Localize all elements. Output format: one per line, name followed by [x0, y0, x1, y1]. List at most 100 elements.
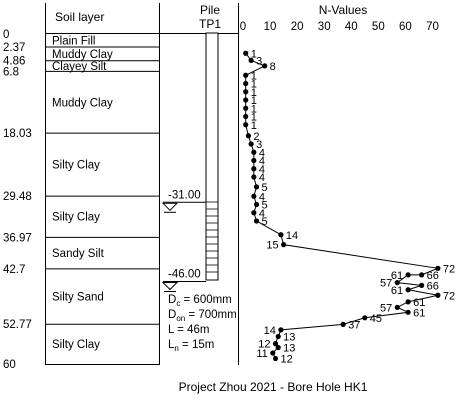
n-value-label: 5	[262, 216, 268, 228]
n-axis-tick-label: 20	[291, 21, 304, 33]
layer-name: Sandy Silt	[52, 248, 105, 260]
depth-axis-labels: 02.37 4.866.8 18.03 29.48 36.97 42.7 52.77 60	[3, 29, 32, 371]
n-value-point	[251, 166, 257, 172]
n-value-point	[243, 50, 249, 56]
depth-label: 52.77	[3, 319, 32, 331]
n-value-label: 13	[283, 332, 295, 344]
n-value-point	[243, 80, 249, 87]
n-value-point	[243, 72, 249, 78]
n-value-point	[275, 344, 281, 351]
n-value-label: 4	[259, 164, 265, 176]
n-value-label: 1	[251, 112, 257, 124]
depth-label: 4.86	[3, 56, 25, 68]
n-value-point	[243, 113, 249, 120]
n-value-label: 1	[251, 103, 257, 115]
water-level-triangle-icon	[161, 202, 179, 212]
n-value-point	[248, 57, 254, 64]
n-value-point	[243, 97, 249, 103]
n-axis-tick-label: 70	[426, 21, 439, 33]
n-value-label: 5	[262, 200, 268, 212]
n-value-label: 57	[380, 302, 392, 314]
level-marker-label: -46.00	[168, 269, 201, 281]
n-value-point	[251, 174, 257, 180]
n-value-label: 4	[259, 156, 265, 168]
n-value-point	[340, 321, 346, 327]
n-value-label: 61	[413, 297, 425, 309]
n-value-label: 72	[443, 290, 455, 302]
n-value-label: 11	[256, 348, 267, 360]
n-value-label: 61	[391, 285, 403, 297]
depth-label: 2.37	[3, 42, 25, 54]
layer-name: Clayey Silt	[52, 61, 107, 73]
pile-level-markers: -31.00 -46.00	[161, 189, 206, 292]
n-value-point	[248, 141, 254, 147]
n-value-point	[405, 299, 411, 305]
n-value-point	[435, 292, 441, 298]
n-value-label: 4	[259, 191, 265, 203]
n-value-label: 1	[251, 79, 257, 91]
layer-name: Silty Clay	[52, 212, 100, 224]
n-value-label: 12	[258, 339, 270, 351]
n-value-point	[435, 265, 441, 271]
n-value-point	[405, 309, 411, 315]
pile-tp1	[205, 32, 219, 281]
n-value-axis: 0 10 20 30 40 50 60 70	[240, 21, 439, 33]
level-marker: -31.00	[161, 189, 206, 213]
n-axis-tick-label: 40	[345, 21, 358, 33]
n-value-label: 1	[251, 87, 257, 99]
n-value-point	[278, 232, 284, 238]
n-value-point	[245, 133, 252, 139]
n-value-point	[275, 333, 281, 340]
pile-header-line2: TP1	[199, 17, 221, 31]
n-axis-tick-label: 10	[264, 21, 277, 33]
n-value-label: 1	[251, 120, 257, 132]
n-value-label: 14	[286, 230, 298, 242]
depth-label: 0	[3, 29, 9, 41]
n-value-point	[251, 210, 257, 216]
n-value-point	[243, 89, 249, 95]
n-value-label: 61	[391, 270, 403, 282]
pile-specs: Dc = 600mm Don = 700mm L = 46m Ln = 15m	[168, 294, 237, 353]
n-value-point	[243, 122, 249, 128]
pile-header-line1: Pile	[200, 3, 220, 17]
soil-layer-header: Soil layer	[55, 10, 104, 24]
n-value-label: 13	[283, 343, 295, 355]
n-value-label: 1	[251, 70, 257, 82]
pile-shaft	[205, 32, 219, 281]
n-value-label: 5	[262, 182, 268, 194]
layer-name: Muddy Clay	[52, 49, 113, 61]
n-value-point	[405, 287, 411, 293]
n-value-label: 37	[348, 319, 360, 331]
n-value-label: 8	[270, 61, 276, 73]
n-value-label: 1	[251, 95, 257, 107]
n-value-label: 1	[251, 48, 257, 60]
n-value-point	[270, 350, 276, 356]
n-values-header: N-Values	[319, 3, 367, 17]
layer-name: Muddy Clay	[52, 97, 113, 109]
n-value-point	[262, 63, 268, 69]
depth-label: 42.7	[3, 264, 25, 276]
n-value-point	[253, 201, 260, 208]
layer-name: Silty Clay	[52, 339, 100, 351]
n-axis-tick-label: 0	[240, 21, 246, 33]
caption: Project Zhou 2021 - Bore Hole HK1	[179, 380, 368, 394]
layer-name: Plain Fill	[52, 36, 95, 48]
n-value-label: 4	[259, 208, 265, 220]
n-value-point	[394, 280, 400, 286]
n-axis-tick-label: 60	[399, 21, 412, 33]
n-axis-tick-label: 30	[318, 21, 331, 33]
level-marker-label: -31.00	[168, 189, 201, 201]
n-value-point	[253, 218, 260, 224]
n-value-label: 2	[253, 131, 259, 143]
spec-ln: Ln = 15m	[168, 339, 214, 353]
n-value-label: 3	[256, 55, 262, 67]
depth-label: 6.8	[3, 66, 19, 78]
water-level-triangle-icon	[161, 282, 179, 291]
n-value-point	[278, 327, 284, 333]
depth-label: 18.03	[3, 128, 32, 140]
n-value-label: 3	[256, 139, 262, 151]
n-value-point	[251, 193, 257, 199]
